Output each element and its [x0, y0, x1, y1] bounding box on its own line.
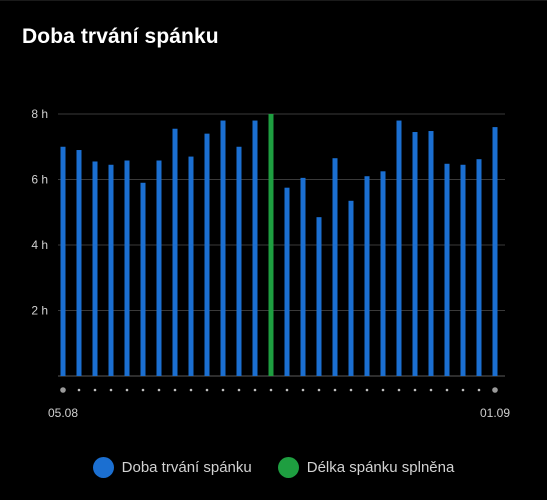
x-tick-dot — [141, 388, 145, 392]
chart-title: Doba trvání spánku — [22, 25, 219, 48]
bar — [108, 164, 114, 376]
bar — [124, 160, 130, 376]
x-tick-dot — [189, 388, 193, 392]
x-tick-dot — [445, 388, 449, 392]
bar — [380, 171, 386, 376]
bar — [396, 120, 402, 376]
x-tick-dot — [253, 388, 257, 392]
bar — [428, 131, 434, 376]
legend-item-sleep-duration[interactable]: Doba trvání spánku — [92, 456, 252, 478]
sleep-duration-chart: 2 h 4 h 6 h 8 h 05.08 01.09 — [31, 107, 510, 420]
top-divider — [0, 0, 547, 1]
bar — [348, 200, 354, 376]
bar — [476, 159, 482, 376]
x-tick-dot — [301, 388, 305, 392]
legend-dot-green — [277, 456, 299, 478]
legend-item-goal-met[interactable]: Délka spánku splněna — [277, 456, 455, 478]
bar — [332, 158, 338, 376]
chart-legend: Doba trvání spánku Délka spánku splněna — [0, 452, 547, 482]
bar — [92, 161, 98, 376]
x-tick-label-start: 05.08 — [48, 406, 78, 420]
bar — [220, 120, 226, 376]
x-tick-dot — [173, 388, 177, 392]
x-tick-label-end: 01.09 — [480, 406, 510, 420]
x-tick-dot — [157, 388, 161, 392]
bar — [364, 176, 370, 376]
legend-dot-blue — [92, 456, 114, 478]
bar — [236, 146, 242, 376]
x-tick-dot — [429, 388, 433, 392]
x-tick-dot — [349, 388, 353, 392]
x-tick-dot — [381, 388, 385, 392]
bar — [172, 128, 178, 376]
x-tick-dot — [413, 388, 417, 392]
y-tick-label: 4 h — [31, 238, 48, 252]
bar — [60, 146, 66, 376]
x-tick-dot — [60, 387, 66, 393]
legend-label: Délka spánku splněna — [306, 458, 455, 476]
x-tick-dot — [237, 388, 241, 392]
bar — [156, 160, 162, 376]
legend-label: Doba trvání spánku — [121, 458, 252, 476]
bar — [204, 133, 210, 376]
bar — [284, 187, 290, 376]
x-tick-dot — [317, 388, 321, 392]
x-tick-dot — [285, 388, 289, 392]
bar — [460, 164, 466, 376]
x-tick-dot — [492, 387, 498, 393]
x-tick-dot — [461, 388, 465, 392]
y-tick-label: 8 h — [31, 107, 48, 121]
x-tick-dot — [333, 388, 337, 392]
x-tick-dot — [77, 388, 81, 392]
x-tick-dot — [365, 388, 369, 392]
bar — [300, 177, 306, 376]
bar — [76, 150, 82, 376]
bar — [140, 182, 146, 376]
x-tick-dot — [93, 388, 97, 392]
bar — [188, 156, 194, 376]
bar — [316, 217, 322, 376]
bar-goal-met — [268, 114, 274, 376]
x-tick-dot — [125, 388, 129, 392]
y-tick-label: 6 h — [31, 173, 48, 187]
bar — [252, 120, 258, 376]
x-tick-dot — [477, 388, 481, 392]
bar — [444, 163, 450, 376]
x-tick-dot — [221, 388, 225, 392]
x-tick-dot — [269, 388, 273, 392]
bar — [412, 132, 418, 376]
x-tick-dot — [109, 388, 113, 392]
x-tick-dot — [397, 388, 401, 392]
bar — [492, 127, 498, 376]
y-tick-label: 2 h — [31, 304, 48, 318]
x-tick-dot — [205, 388, 209, 392]
